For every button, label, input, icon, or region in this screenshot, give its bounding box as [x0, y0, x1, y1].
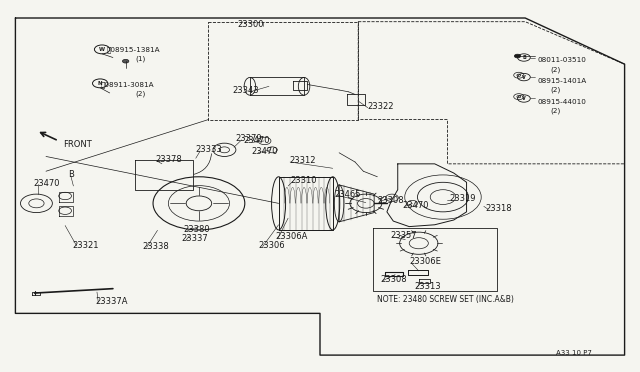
Text: 23337: 23337 — [182, 234, 209, 243]
Text: 23470: 23470 — [403, 201, 429, 210]
Text: W: W — [99, 47, 105, 52]
Text: 23306A: 23306A — [275, 232, 308, 241]
Text: 08915-1401A: 08915-1401A — [538, 78, 587, 84]
Text: (2): (2) — [135, 90, 145, 97]
Text: 23308: 23308 — [378, 196, 404, 205]
Text: 23470: 23470 — [252, 147, 278, 156]
Text: V: V — [522, 74, 526, 80]
Text: 23318: 23318 — [486, 203, 512, 213]
Text: 23470: 23470 — [244, 136, 270, 145]
Text: N: N — [98, 81, 102, 86]
Text: (2): (2) — [550, 67, 561, 73]
Text: 08915-44010: 08915-44010 — [538, 99, 587, 105]
Text: 23312: 23312 — [289, 156, 316, 166]
Text: 23322: 23322 — [368, 102, 394, 111]
Text: 23343: 23343 — [233, 86, 259, 94]
Text: 23380: 23380 — [183, 225, 210, 234]
Text: (2): (2) — [550, 108, 561, 114]
Text: 23308: 23308 — [381, 275, 407, 284]
Text: 23465: 23465 — [335, 190, 361, 199]
Text: 23321: 23321 — [73, 241, 99, 250]
Text: 23333: 23333 — [196, 145, 223, 154]
Circle shape — [515, 54, 521, 58]
Text: 23306E: 23306E — [409, 257, 441, 266]
Text: NOTE: 23480 SCREW SET (INC.A&B): NOTE: 23480 SCREW SET (INC.A&B) — [378, 295, 514, 304]
Circle shape — [122, 60, 129, 63]
Text: 23300: 23300 — [237, 20, 264, 29]
Text: 23378: 23378 — [156, 155, 182, 164]
Text: V: V — [522, 96, 526, 101]
Text: ⓝ08915-1381A: ⓝ08915-1381A — [106, 46, 160, 53]
Text: 23338: 23338 — [143, 242, 170, 251]
Text: 23313: 23313 — [414, 282, 441, 291]
Text: 23319: 23319 — [449, 195, 476, 203]
Text: 23310: 23310 — [290, 176, 317, 185]
Text: B: B — [68, 170, 74, 179]
Text: 08011-03510: 08011-03510 — [538, 57, 587, 64]
Text: (1): (1) — [135, 55, 145, 62]
Text: 23357: 23357 — [390, 231, 417, 240]
Text: A33 10 P7: A33 10 P7 — [556, 350, 591, 356]
Text: 23470: 23470 — [33, 179, 60, 187]
Text: 23379: 23379 — [236, 134, 262, 143]
Text: 23337A: 23337A — [96, 297, 128, 306]
Text: FRONT: FRONT — [63, 140, 92, 149]
Text: 23306: 23306 — [258, 241, 285, 250]
Text: ⓝ08911-3081A: ⓝ08911-3081A — [100, 81, 154, 88]
Text: B: B — [522, 55, 526, 60]
Text: (2): (2) — [550, 87, 561, 93]
